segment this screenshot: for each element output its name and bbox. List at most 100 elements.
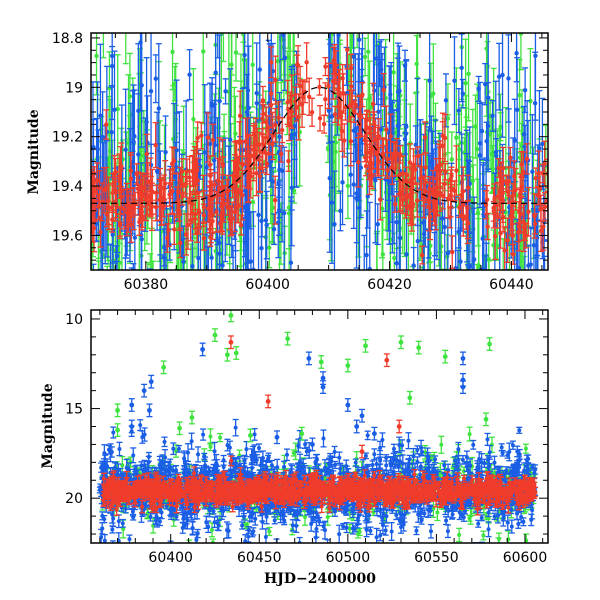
- data-point: [234, 157, 239, 162]
- data-point: [454, 168, 459, 173]
- data-point: [161, 185, 167, 190]
- data-point: [449, 157, 454, 162]
- data-point: [257, 67, 263, 72]
- data-point: [209, 255, 214, 260]
- data-point: [276, 24, 280, 28]
- data-point: [510, 210, 515, 215]
- data-point: [278, 151, 284, 157]
- data-point: [502, 248, 507, 253]
- data-point: [217, 298, 221, 302]
- data-point: [288, 260, 294, 265]
- data-point: [540, 141, 545, 147]
- data-point: [243, 240, 248, 245]
- data-point: [216, 186, 222, 191]
- data-point: [356, 160, 361, 165]
- data-point: [146, 311, 150, 315]
- data-point: [171, 158, 177, 164]
- data-point: [233, 131, 238, 136]
- data-point: [340, 180, 345, 185]
- data-point: [132, 134, 137, 139]
- data-point: [207, 206, 212, 212]
- data-point: [414, 198, 420, 203]
- data-point: [329, 33, 335, 37]
- data-point: [542, 204, 548, 209]
- data-point: [170, 188, 175, 194]
- data-point: [477, 153, 483, 158]
- data-point: [332, 112, 338, 117]
- data-point: [376, 109, 381, 114]
- data-point: [422, 296, 426, 300]
- data-point: [91, 144, 96, 150]
- data-point: [364, 125, 370, 130]
- data-point: [377, 61, 382, 67]
- data-point: [380, 152, 386, 158]
- data-point: [179, 169, 185, 174]
- data-point: [101, 300, 105, 304]
- data-point: [181, 259, 186, 264]
- data-point: [409, 177, 415, 182]
- data-point: [198, 279, 202, 283]
- data-point: [388, 134, 393, 139]
- data-point: [466, 293, 470, 297]
- data-point: [130, 313, 134, 317]
- data-point: [340, 76, 345, 81]
- data-point: [207, 141, 213, 147]
- data-point: [358, 165, 364, 170]
- data-point: [434, 165, 439, 171]
- data-point: [460, 319, 464, 323]
- data-point: [512, 294, 516, 298]
- data-point: [153, 142, 158, 148]
- data-point: [505, 238, 510, 243]
- data-point: [139, 83, 144, 88]
- data-point: [522, 87, 528, 93]
- data-point: [446, 285, 450, 289]
- data-point: [148, 311, 152, 315]
- data-point: [496, 74, 502, 79]
- data-point: [538, 228, 544, 234]
- data-point: [96, 301, 100, 305]
- data-point: [458, 259, 463, 264]
- data-point: [237, 113, 243, 118]
- data-point: [241, 17, 245, 21]
- data-point: [106, 205, 112, 210]
- data-point: [231, 288, 235, 292]
- data-point: [97, 185, 102, 191]
- data-point: [326, 108, 332, 114]
- data-point: [276, 115, 281, 120]
- data-point: [98, 113, 103, 118]
- data-point: [108, 310, 112, 314]
- data-point: [117, 174, 122, 179]
- data-point: [467, 317, 471, 321]
- data-point: [539, 378, 543, 382]
- data-point: [484, 274, 488, 278]
- data-point: [327, 15, 331, 19]
- data-point: [279, 127, 285, 133]
- data-point: [530, 414, 534, 418]
- data-point: [506, 178, 512, 184]
- data-point: [108, 301, 112, 305]
- data-point: [151, 335, 155, 339]
- data-point: [363, 164, 369, 169]
- data-point: [199, 133, 204, 138]
- data-point: [366, 49, 371, 55]
- data-point: [208, 235, 213, 240]
- data-point: [217, 98, 222, 104]
- data-point: [145, 179, 151, 185]
- data-point: [493, 202, 498, 208]
- data-point: [104, 122, 109, 127]
- data-point: [345, 47, 350, 52]
- data-point: [141, 322, 145, 326]
- data-point: [264, 222, 269, 228]
- data-point: [286, 205, 292, 210]
- data-point: [496, 165, 501, 171]
- data-point: [228, 282, 232, 286]
- data-point: [485, 224, 490, 229]
- data-point: [351, 54, 356, 59]
- data-point: [531, 243, 537, 248]
- data-point: [414, 61, 419, 67]
- data-point: [341, 91, 346, 96]
- data-point: [238, 222, 244, 228]
- data-point: [209, 353, 213, 357]
